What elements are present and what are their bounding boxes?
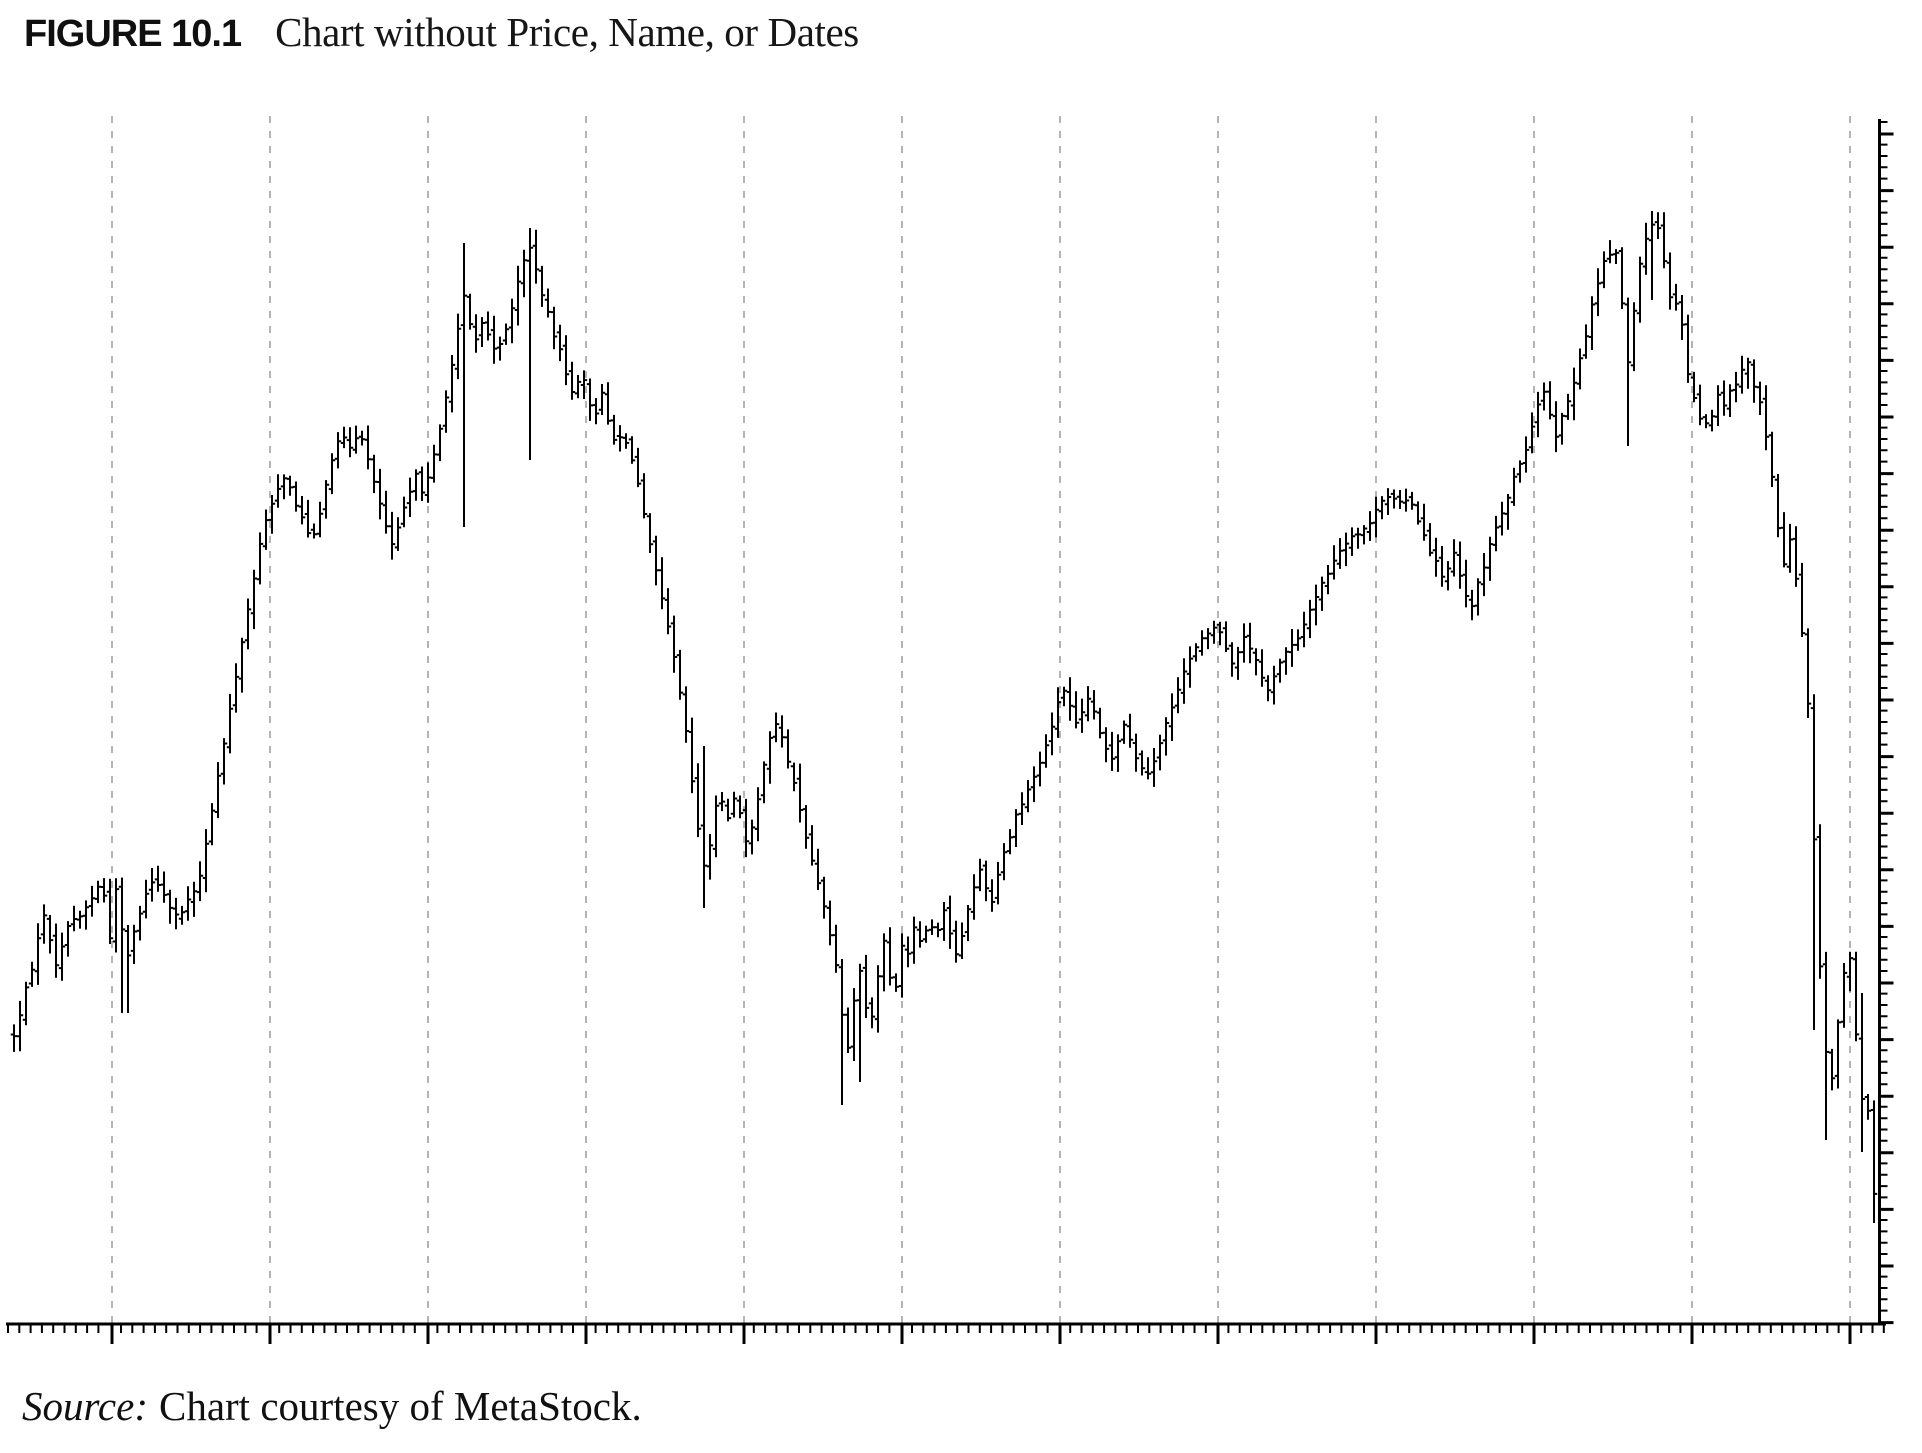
source-prefix: Source:	[22, 1383, 148, 1429]
figure-header: FIGURE 10.1 Chart without Price, Name, o…	[24, 8, 859, 56]
ohlc-price-bars	[10, 211, 1878, 1223]
y-axis-minor-ticks	[1879, 121, 1888, 1312]
y-axis-major-ticks	[1879, 132, 1894, 1325]
vertical-gridlines	[111, 116, 1851, 1324]
source-text: Chart courtesy of MetaStock.	[158, 1383, 642, 1429]
x-axis-major-ticks	[110, 1324, 1852, 1344]
figure-title: Chart without Price, Name, or Dates	[275, 9, 859, 55]
source-line: Source: Chart courtesy of MetaStock.	[22, 1382, 642, 1430]
figure-label: FIGURE 10.1	[24, 13, 242, 55]
x-axis-minor-ticks	[7, 1324, 1885, 1333]
